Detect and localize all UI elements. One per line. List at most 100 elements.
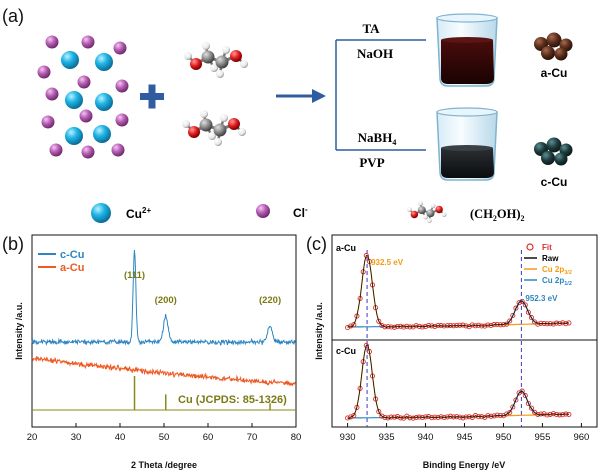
product-c-cu: c-Cu xyxy=(541,175,568,189)
xrd-reference-label: Cu (JCPDS: 85-1326) xyxy=(178,394,287,406)
xps-x-tick-label: 960 xyxy=(573,432,589,443)
xps-raw-line xyxy=(347,255,569,329)
xps-fit-point xyxy=(528,405,535,411)
xps-spectrum-c-cu xyxy=(345,342,572,421)
xps-peak-markers xyxy=(366,250,522,427)
xps-fit-point xyxy=(494,412,500,418)
legend-fit: Fit xyxy=(542,243,552,252)
legend-cu2p12: Cu 2p1/2 xyxy=(542,276,572,287)
legend-c-cu: c-Cu xyxy=(60,249,84,261)
xps-fit-point xyxy=(379,323,385,329)
xps-x-ticks: 930 935 940 945 950 955 960 xyxy=(340,423,589,443)
xps-fit-point xyxy=(560,320,566,326)
xps-peak-label-952: 952.3 eV xyxy=(525,294,558,303)
xrd-x-tick-label: 40 xyxy=(115,432,126,443)
product-a-cu: a-Cu xyxy=(541,66,568,80)
plus-icon xyxy=(140,84,164,109)
a-cu-particles xyxy=(534,32,573,61)
xps-fit-point xyxy=(351,413,357,419)
xps-y-axis-label: Intensity /a.u. xyxy=(314,302,324,360)
xps-fit-point xyxy=(432,323,438,329)
xps-fit-point xyxy=(363,253,369,259)
xps-fit-point xyxy=(382,324,388,330)
xps-fit-point xyxy=(544,412,550,418)
xrd-x-tick-label: 20 xyxy=(27,432,38,443)
reagent-naoh: NaOH xyxy=(357,46,393,61)
xrd-series-c-cu xyxy=(31,249,296,346)
cl-ion-swatch xyxy=(256,204,270,218)
xps-fit-point xyxy=(479,414,485,420)
xps-fit-point xyxy=(525,309,531,315)
xps-raw-line xyxy=(347,344,570,420)
xps-fit-point xyxy=(519,388,525,394)
xps-fit-point xyxy=(488,322,494,329)
ethylene-glycol-molecule xyxy=(182,40,250,80)
xrd-x-axis-label: 2 Theta /degree xyxy=(131,460,197,470)
xps-fit-point xyxy=(504,411,510,417)
reaction-arrow xyxy=(276,89,326,103)
xrd-x-tick-label: 60 xyxy=(203,432,214,443)
xps-fit-point xyxy=(535,321,541,327)
xrd-peak-label-200: (200) xyxy=(155,295,177,306)
xps-x-tick-label: 950 xyxy=(496,432,512,443)
xps-fit-point xyxy=(413,323,419,329)
xps-x-tick-label: 930 xyxy=(340,432,356,443)
xrd-legend: c-Cu a-Cu xyxy=(38,249,84,274)
panel-a-label: (a) xyxy=(2,6,24,26)
xps-fit-point xyxy=(472,413,478,419)
xps-subpanel-c-cu-label: c-Cu xyxy=(336,346,356,356)
xps-fit-point xyxy=(460,322,466,328)
xps-fit-point xyxy=(491,322,497,328)
xps-fit-point xyxy=(513,305,519,311)
xps-fit-point xyxy=(351,322,357,328)
xps-fit-point xyxy=(507,318,513,324)
legend-a-cu: a-Cu xyxy=(60,262,84,274)
xrd-y-axis-label: Intensity /a.u. xyxy=(14,302,24,360)
xps-x-tick-label: 955 xyxy=(535,432,551,443)
panel-a: (a) TA NaOH xyxy=(2,6,573,225)
xps-fit-point xyxy=(513,397,519,403)
ethylene-glycol-molecule xyxy=(180,108,248,148)
xps-fit-point xyxy=(426,322,432,329)
c-cu-particles xyxy=(534,137,573,166)
cu-ion-swatch xyxy=(91,203,111,223)
xps-fit-point xyxy=(394,414,401,420)
xrd-x-tick-label: 80 xyxy=(291,432,302,443)
xps-legend: Fit Raw Cu 2p3/2 Cu 2p1/2 xyxy=(524,243,572,287)
xps-fit-point xyxy=(516,300,522,306)
xps-fit-point xyxy=(522,302,528,308)
scheme-legend: Cu2+ Cl- (CH2OH)2 xyxy=(91,199,525,225)
xps-fit-point xyxy=(376,318,382,324)
beaker-a-cu xyxy=(436,13,498,87)
reagent-nabh4: NaBH4 xyxy=(358,130,397,147)
xps-fit-point xyxy=(419,324,425,330)
panel-b: (b) 20 30 40 50 60 70 80 2 Theta /degree Inten… xyxy=(2,234,301,470)
xrd-peak-label-111: (111) xyxy=(124,270,145,281)
xps-fit-point xyxy=(435,322,441,329)
xrd-reference-lines xyxy=(133,376,271,410)
xps-fit-point xyxy=(510,404,516,410)
xrd-x-tick-label: 50 xyxy=(159,432,170,443)
xps-spectrum-a-cu xyxy=(345,253,572,331)
reagent-pvp: PVP xyxy=(359,155,384,170)
xps-subpanel-a-cu-label: a-Cu xyxy=(336,243,356,253)
legend-cu2p32: Cu 2p3/2 xyxy=(542,265,572,276)
xps-fit-point xyxy=(460,415,466,421)
xps-fit-point xyxy=(525,400,531,407)
ethylene-glycol-swatch xyxy=(405,199,448,225)
xps-x-tick-label: 935 xyxy=(379,432,395,443)
xps-fit-point xyxy=(522,393,528,399)
branch-bracket xyxy=(335,39,426,151)
xps-fit-point xyxy=(404,323,410,329)
panel-c: (c) 930 935 940 945 950 955 960 Binding Energy… xyxy=(306,234,598,470)
legend-cu: Cu2+ xyxy=(126,206,151,221)
xps-fit-point xyxy=(447,322,454,328)
xps-fit-point xyxy=(528,315,535,321)
xps-fit-point xyxy=(348,414,354,420)
xps-fit-point xyxy=(541,411,547,417)
panel-b-label: (b) xyxy=(2,234,24,254)
legend-cl: Cl- xyxy=(293,205,308,220)
xps-x-tick-label: 945 xyxy=(457,432,473,443)
xps-fit-point xyxy=(538,411,544,417)
